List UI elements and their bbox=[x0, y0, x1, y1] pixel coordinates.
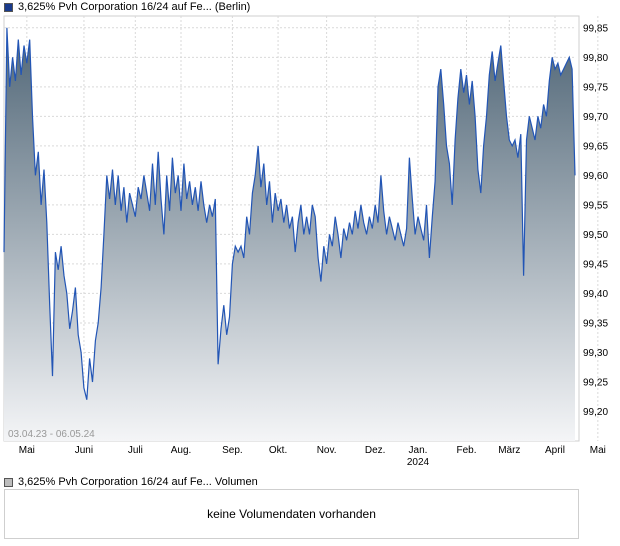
y-tick-label: 99,40 bbox=[583, 289, 608, 300]
y-axis: 99,20 99,25 99,30 99,35 99,40 99,45 99,50 99,55… bbox=[583, 23, 608, 418]
price-legend: 3,625% Pvh Corporation 16/24 auf Fe... (… bbox=[4, 0, 250, 14]
x-tick-label: Dez. bbox=[365, 445, 386, 456]
volume-legend: 3,625% Pvh Corporation 16/24 auf Fe... V… bbox=[4, 475, 258, 489]
volume-legend-swatch bbox=[4, 477, 13, 487]
y-tick-label: 99,65 bbox=[583, 141, 608, 152]
y-tick-label: 99,60 bbox=[583, 171, 608, 182]
x-tick-label: Feb. bbox=[457, 445, 477, 456]
x-tick-label: Mai bbox=[590, 445, 606, 456]
price-line bbox=[3, 27, 576, 400]
y-tick-label: 99,70 bbox=[583, 112, 608, 123]
price-legend-label: 3,625% Pvh Corporation 16/24 auf Fe... (… bbox=[18, 1, 251, 13]
x-tick-label: Mai bbox=[19, 445, 35, 456]
volume-panel: keine Volumendaten vorhanden bbox=[4, 489, 579, 539]
x-tick-label: Aug. bbox=[171, 445, 192, 456]
y-tick-label: 99,25 bbox=[583, 377, 608, 388]
y-tick-label: 99,55 bbox=[583, 200, 608, 211]
price-legend-swatch bbox=[4, 2, 13, 12]
x-tick-label: April bbox=[545, 445, 565, 456]
price-area bbox=[4, 27, 575, 442]
y-tick-label: 99,30 bbox=[583, 348, 608, 359]
x-tick-label: Juli bbox=[128, 445, 143, 456]
y-tick-label: 99,45 bbox=[583, 259, 608, 270]
volume-empty-message: keine Volumendaten vorhanden bbox=[207, 507, 376, 521]
x-tick-label: Okt. bbox=[269, 445, 287, 456]
y-tick-label: 99,50 bbox=[583, 230, 608, 241]
volume-legend-label: 3,625% Pvh Corporation 16/24 auf Fe... V… bbox=[18, 476, 258, 488]
x-tick-label: Sep. bbox=[222, 445, 243, 456]
x-tick-label: Juni bbox=[75, 445, 93, 456]
y-tick-label: 99,35 bbox=[583, 318, 608, 329]
price-chart: 99,20 99,25 99,30 99,35 99,40 99,45 99,50 99,55… bbox=[3, 15, 608, 468]
y-tick-label: 99,75 bbox=[583, 82, 608, 93]
x-tick-sublabel: 2024 bbox=[407, 457, 430, 468]
y-tick-label: 99,20 bbox=[583, 407, 608, 418]
x-axis: Mai Juni Juli Aug. Sep. Okt. Nov. Dez. Jan.2024 F… bbox=[19, 445, 606, 468]
y-tick-label: 99,80 bbox=[583, 53, 608, 64]
x-tick-label: März bbox=[498, 445, 520, 456]
x-tick-label: Jan. bbox=[409, 445, 428, 456]
y-tick-label: 99,85 bbox=[583, 23, 608, 34]
x-tick-label: Nov. bbox=[317, 445, 337, 456]
date-range-label: 03.04.23 - 06.05.24 bbox=[8, 429, 95, 440]
